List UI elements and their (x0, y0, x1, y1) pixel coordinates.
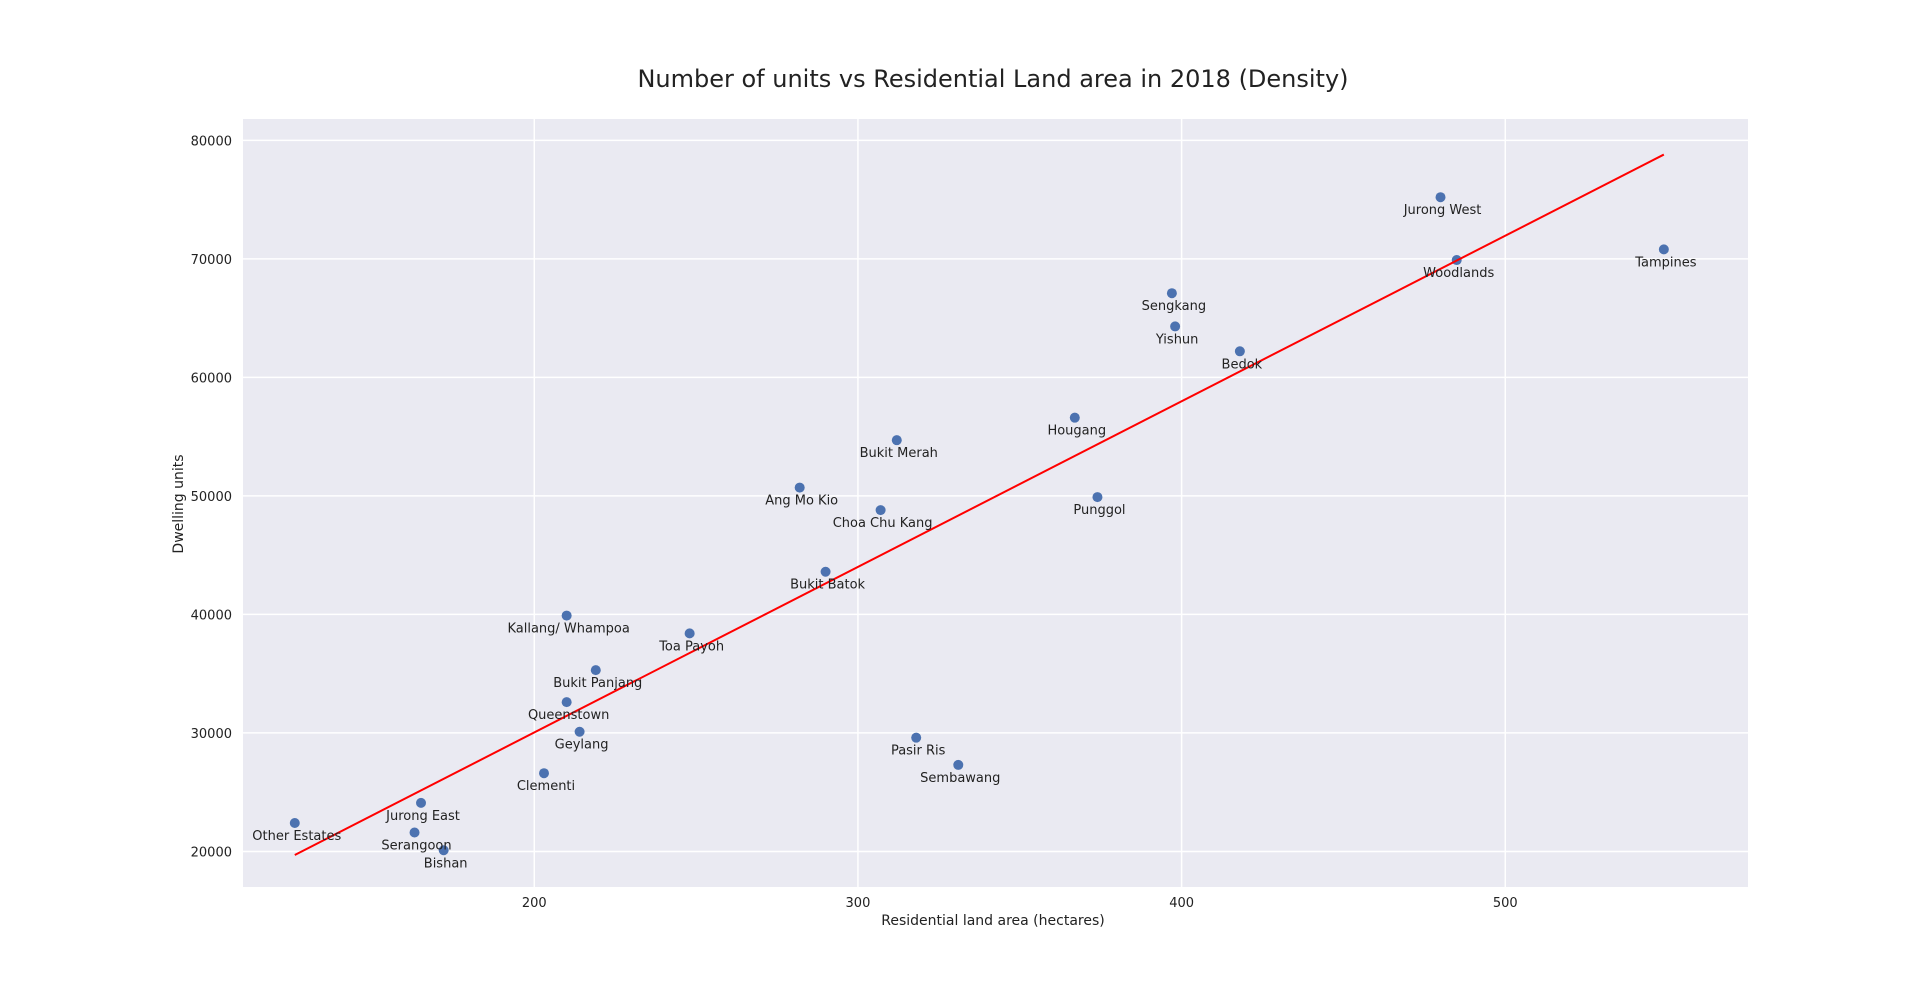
point-label: Kallang/ Whampoa (507, 622, 629, 637)
point-label: Serangoon (381, 838, 451, 853)
point-label: Choa Chu Kang (833, 516, 933, 531)
y-axis-ticks: 20000 30000 40000 50000 60000 70000 80000 (191, 134, 232, 860)
data-point (590, 665, 601, 676)
point-label: Pasir Ris (891, 744, 946, 759)
data-point (561, 610, 572, 621)
data-point (1658, 244, 1669, 255)
x-axis-label: Residential land area (hectares) (881, 913, 1104, 929)
data-point (953, 759, 964, 770)
y-tick-label: 60000 (191, 371, 232, 386)
point-label: Bukit Panjang (553, 676, 642, 691)
y-tick-label: 20000 (191, 845, 232, 860)
point-label: Toa Payoh (658, 639, 724, 654)
data-point (574, 726, 585, 737)
point-label: Ang Mo Kio (765, 494, 838, 509)
data-point (684, 628, 695, 639)
data-points (289, 192, 1669, 856)
point-label: Hougang (1047, 424, 1106, 439)
chart-title: Number of units vs Residential Land area… (637, 65, 1348, 93)
point-label: Geylang (555, 738, 609, 753)
plot-area (243, 119, 1748, 887)
data-point (1166, 288, 1177, 299)
point-label: Bukit Batok (790, 578, 865, 593)
x-axis-ticks: 200 300 400 500 (522, 896, 1518, 911)
data-point (539, 768, 549, 779)
data-point (409, 827, 420, 838)
point-label: Woodlands (1423, 266, 1494, 281)
data-point (289, 818, 300, 828)
regression-line (294, 153, 1665, 856)
data-point (1170, 321, 1181, 332)
x-tick-label: 200 (522, 896, 547, 911)
data-point (1435, 192, 1446, 203)
data-point (1069, 412, 1080, 423)
point-label: Sengkang (1142, 299, 1207, 314)
point-label: Jurong East (385, 809, 460, 824)
data-point (891, 435, 902, 446)
point-label: Sembawang (920, 771, 1000, 786)
y-tick-label: 40000 (191, 608, 232, 623)
data-point (875, 505, 886, 516)
data-point (820, 566, 831, 577)
point-label: Clementi (517, 779, 575, 794)
data-point (438, 845, 449, 856)
x-tick-label: 400 (1169, 896, 1194, 911)
grid-lines (243, 119, 1748, 887)
point-label: Jurong West (1403, 203, 1482, 218)
y-axis-label: Dwelling units (171, 454, 187, 553)
data-point (561, 697, 572, 708)
point-label: Other Estates (252, 829, 341, 844)
point-label: Bukit Merah (860, 446, 938, 461)
data-point (1092, 492, 1103, 503)
point-label: Bishan (424, 856, 468, 871)
point-label: Tampines (1634, 255, 1697, 270)
y-tick-label: 70000 (191, 253, 232, 268)
y-tick-label: 30000 (191, 727, 232, 742)
y-tick-label: 80000 (191, 134, 232, 149)
data-point (416, 797, 427, 808)
point-label: Punggol (1073, 503, 1125, 518)
point-label: Yishun (1155, 332, 1199, 347)
point-label: Queenstown (528, 708, 609, 723)
data-point (911, 732, 922, 743)
y-tick-label: 50000 (191, 490, 232, 505)
x-tick-label: 300 (846, 896, 871, 911)
x-tick-label: 500 (1493, 896, 1518, 911)
data-point (1234, 346, 1245, 357)
point-label: Bedok (1222, 357, 1263, 372)
data-point (794, 482, 805, 493)
point-labels: Jurong West Woodlands Tampines Sengkang Yish… (252, 203, 1696, 871)
